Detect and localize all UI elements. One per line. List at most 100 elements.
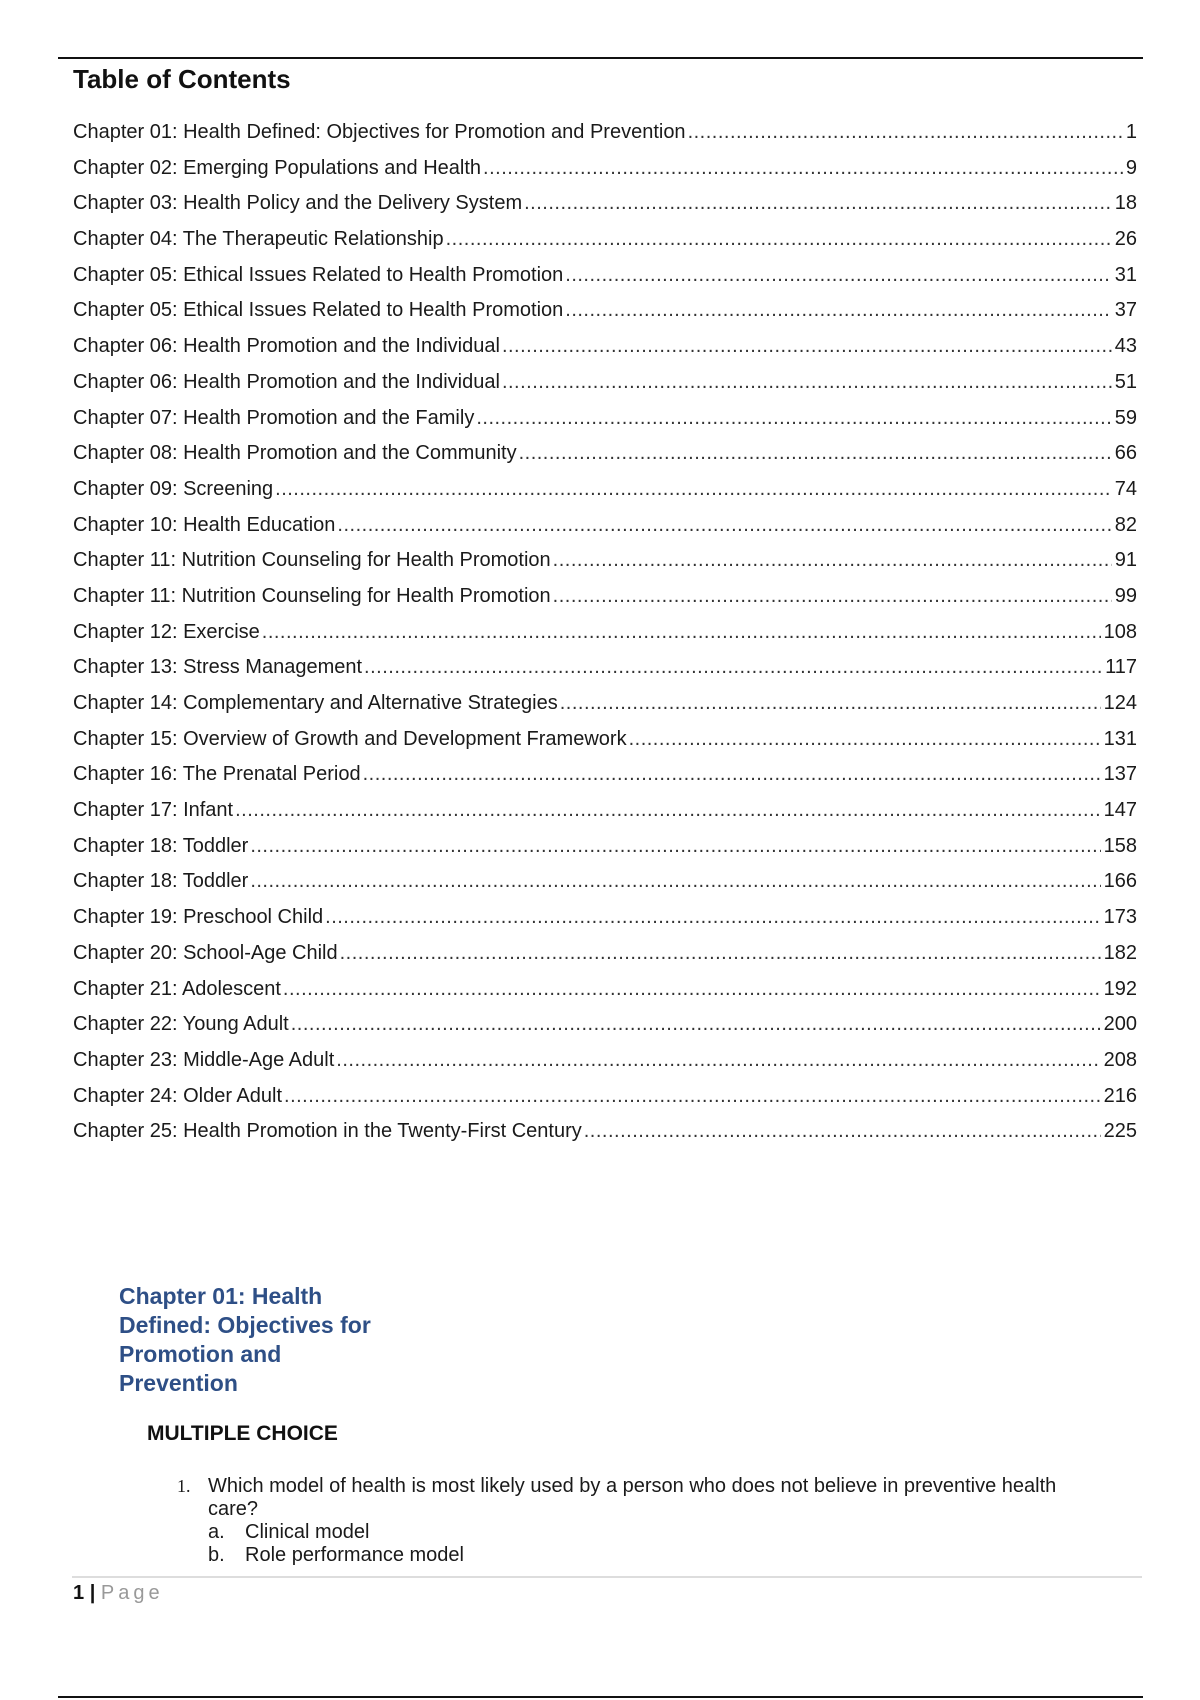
toc-entry-label: Chapter 18: Toddler [73,870,249,893]
toc-entry-label: Chapter 24: Older Adult [73,1084,283,1107]
dot-leader [250,868,1100,894]
footer-rule [72,1576,1142,1578]
toc-entry[interactable]: Chapter 11: Nutrition Counseling for Hea… [73,547,1137,583]
toc-title: Table of Contents [73,64,291,94]
toc-entry[interactable]: Chapter 07: Health Promotion and the Fam… [73,405,1137,441]
answer-option: b. Role performance model [208,1544,1097,1567]
toc-entry[interactable]: Chapter 19: Preschool Child 173 [73,904,1137,940]
toc-entry[interactable]: Chapter 06: Health Promotion and the Ind… [73,369,1137,405]
toc-entry-label: Chapter 07: Health Promotion and the Fam… [73,406,475,429]
toc-entry-label: Chapter 01: Health Defined: Objectives f… [73,121,686,143]
toc-entry[interactable]: Chapter 05: Ethical Issues Related to He… [73,262,1137,298]
toc-entry-label: Chapter 06: Health Promotion and the Ind… [73,370,500,393]
dot-leader [519,440,1112,466]
toc-entry[interactable]: Chapter 10: Health Education 82 [73,512,1137,548]
toc-entry-page: 137 [1103,763,1137,786]
toc-entry[interactable]: Chapter 23: Middle-Age Adult 208 [73,1047,1137,1083]
toc-entry[interactable]: Chapter 04: The Therapeutic Relationship… [73,226,1137,262]
toc-entry-page: 74 [1114,477,1137,500]
toc-entry[interactable]: Chapter 18: Toddler 158 [73,833,1137,869]
dot-leader [284,1083,1101,1109]
toc-entry-page: 91 [1114,549,1137,572]
table-of-contents: Chapter 01: Health Defined: Objectives f… [73,119,1137,1154]
question: 1. Which model of health is most likely … [177,1475,1097,1567]
dot-leader [283,976,1101,1002]
toc-entry[interactable]: Chapter 05: Ethical Issues Related to He… [73,297,1137,333]
toc-entry-label: Chapter 09: Screening [73,477,274,500]
toc-entry[interactable]: Chapter 18: Toddler 166 [73,868,1137,904]
toc-entry-page: 182 [1103,941,1137,964]
page-footer: 1 | Page [73,1582,164,1605]
toc-entry[interactable]: Chapter 12: Exercise 108 [73,619,1137,655]
chapter-heading: Chapter 01: Health Defined: Objectives f… [119,1283,371,1396]
toc-entry-label: Chapter 15: Overview of Growth and Devel… [73,727,627,750]
toc-entry-page: 131 [1103,727,1137,750]
toc-entry-page: 225 [1103,1120,1137,1143]
toc-entry-label: Chapter 11: Nutrition Counseling for Hea… [73,549,551,572]
toc-entry-label: Chapter 23: Middle-Age Adult [73,1048,335,1071]
toc-entry[interactable]: Chapter 13: Stress Management 117 [73,654,1137,690]
toc-entry-page: 147 [1103,799,1137,822]
toc-entry-page: 51 [1114,370,1137,393]
toc-entry[interactable]: Chapter 09: Screening 74 [73,476,1137,512]
dot-leader [565,262,1111,288]
dot-leader [363,761,1101,787]
toc-entry-page: 18 [1114,192,1137,215]
dot-leader [476,405,1111,431]
toc-entry[interactable]: Chapter 02: Emerging Populations and Hea… [73,155,1137,191]
footer-separator: | [89,1582,96,1604]
dot-leader [560,690,1101,716]
toc-entry-page: 99 [1114,584,1137,607]
toc-entry-page: 173 [1103,906,1137,929]
toc-entry[interactable]: Chapter 21: Adolescent 192 [73,976,1137,1012]
toc-entry[interactable]: Chapter 11: Nutrition Counseling for Hea… [73,583,1137,619]
toc-entry[interactable]: Chapter 06: Health Promotion and the Ind… [73,333,1137,369]
toc-entry-page: 166 [1103,870,1137,893]
page-label: Page [100,1582,164,1604]
toc-entry-label: Chapter 14: Complementary and Alternativ… [73,692,558,714]
dot-leader [584,1118,1101,1144]
toc-entry[interactable]: Chapter 01: Health Defined: Objectives f… [73,119,1137,155]
dot-leader [553,547,1112,573]
dot-leader [364,654,1102,680]
option-text: Clinical model [245,1521,370,1543]
dot-leader [262,619,1101,645]
toc-entry-label: Chapter 21: Adolescent [73,977,281,1000]
toc-entry-page: 26 [1114,228,1137,251]
toc-entry[interactable]: Chapter 25: Health Promotion in the Twen… [73,1118,1137,1154]
toc-entry-label: Chapter 11: Nutrition Counseling for Hea… [73,584,551,607]
dot-leader [235,797,1101,823]
toc-entry-label: Chapter 13: Stress Management [73,656,363,679]
toc-entry[interactable]: Chapter 22: Young Adult 200 [73,1011,1137,1047]
toc-entry-page: 1 [1125,121,1137,143]
toc-entry-page: 59 [1114,406,1137,429]
toc-entry[interactable]: Chapter 15: Overview of Growth and Devel… [73,726,1137,762]
dot-leader [553,583,1112,609]
toc-entry-page: 9 [1125,156,1137,179]
dot-leader [688,119,1123,145]
toc-entry-label: Chapter 05: Ethical Issues Related to He… [73,299,564,322]
toc-entry-page: 66 [1114,442,1137,465]
toc-entry-page: 124 [1103,692,1137,714]
toc-entry[interactable]: Chapter 08: Health Promotion and the Com… [73,440,1137,476]
toc-entry[interactable]: Chapter 16: The Prenatal Period 137 [73,761,1137,797]
toc-entry-label: Chapter 12: Exercise [73,620,260,643]
question-text: Which model of health is most likely use… [208,1475,1057,1520]
dot-leader [336,1047,1100,1073]
option-text: Role performance model [245,1544,464,1566]
toc-entry[interactable]: Chapter 14: Complementary and Alternativ… [73,690,1137,726]
toc-entry-label: Chapter 16: The Prenatal Period [73,763,361,786]
option-letter: b. [208,1544,225,1566]
toc-entry-label: Chapter 02: Emerging Populations and Hea… [73,156,482,179]
dot-leader [483,155,1123,181]
toc-entry[interactable]: Chapter 24: Older Adult 216 [73,1083,1137,1119]
toc-entry[interactable]: Chapter 17: Infant 147 [73,797,1137,833]
toc-entry-label: Chapter 05: Ethical Issues Related to He… [73,263,564,286]
toc-entry[interactable]: Chapter 03: Health Policy and the Delive… [73,190,1137,226]
dot-leader [325,904,1100,930]
dot-leader [502,369,1112,395]
toc-entry-page: 216 [1103,1084,1137,1107]
toc-entry[interactable]: Chapter 20: School-Age Child 182 [73,940,1137,976]
dot-leader [337,512,1111,538]
dot-leader [565,297,1111,323]
